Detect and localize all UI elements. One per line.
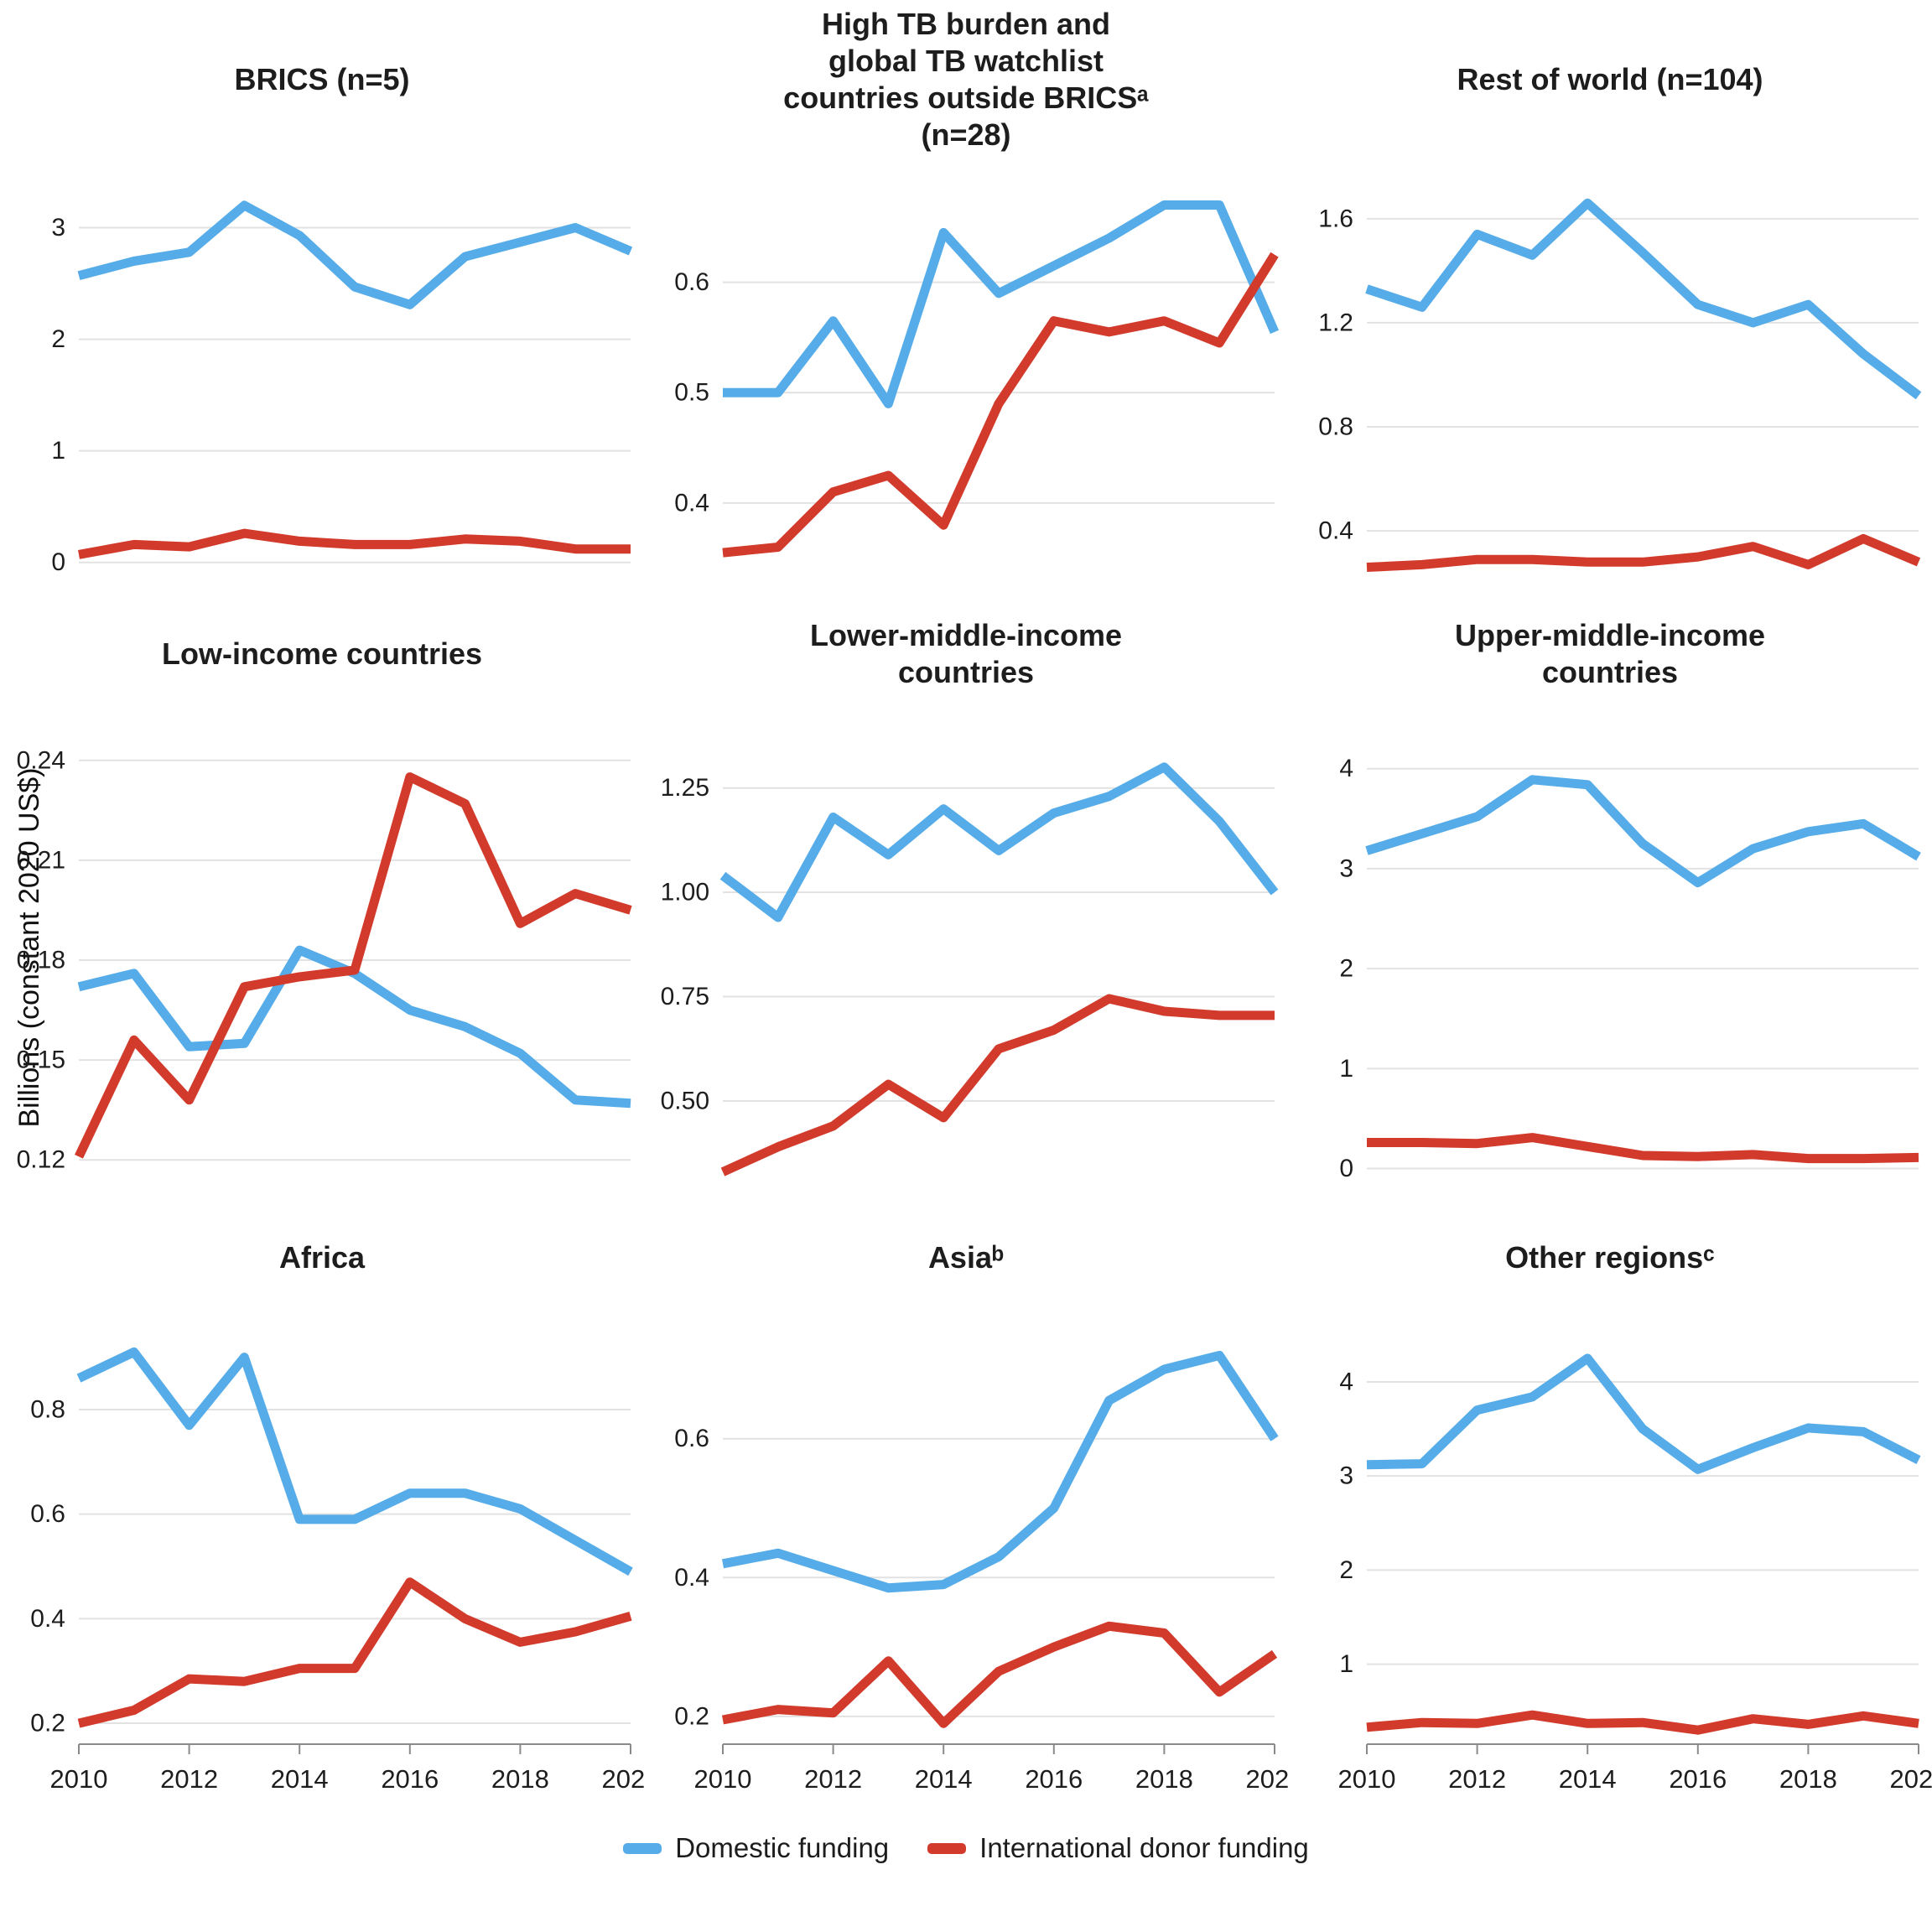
- svg-text:1.25: 1.25: [661, 774, 709, 802]
- svg-text:0: 0: [51, 548, 65, 576]
- panel-title: Other regionsᶜ: [1505, 1240, 1715, 1275]
- svg-text:2014: 2014: [1559, 1764, 1617, 1794]
- legend: Domestic funding International donor fun…: [0, 1832, 1932, 1864]
- svg-text:1: 1: [1339, 1650, 1353, 1678]
- svg-text:0.21: 0.21: [17, 846, 65, 874]
- legend-swatch-domestic: [623, 1842, 662, 1854]
- legend-item-domestic: Domestic funding: [623, 1832, 889, 1864]
- legend-swatch-donor: [927, 1842, 967, 1854]
- svg-text:1.2: 1.2: [1318, 309, 1353, 336]
- panel-grid: BRICS (n=5) 0 1 2 3 High TB burden and glob…: [0, 0, 1932, 1824]
- svg-text:2020: 2020: [1890, 1764, 1932, 1794]
- legend-item-donor: International donor funding: [927, 1832, 1309, 1864]
- legend-label-donor: International donor funding: [979, 1832, 1309, 1863]
- panel-brics: BRICS (n=5) 0 1 2 3: [0, 0, 644, 595]
- svg-text:1.00: 1.00: [661, 879, 709, 906]
- panel-title: Low-income countries: [161, 636, 483, 672]
- svg-text:2018: 2018: [1135, 1764, 1193, 1794]
- svg-text:0.2: 0.2: [30, 1710, 65, 1737]
- svg-text:2018: 2018: [1779, 1764, 1837, 1794]
- panel-title: BRICS (n=5): [234, 62, 410, 97]
- panel-asia: Asiaᵇ 0.2 0.4 0.6 2010 2012 2014 2016 2018 2020: [644, 1208, 1288, 1824]
- svg-text:0.4: 0.4: [1318, 517, 1353, 545]
- svg-text:4: 4: [1339, 755, 1353, 782]
- svg-text:2016: 2016: [1669, 1764, 1727, 1794]
- svg-text:2014: 2014: [915, 1764, 973, 1794]
- svg-text:0.8: 0.8: [1318, 413, 1353, 440]
- svg-text:2: 2: [51, 325, 65, 353]
- svg-text:2020: 2020: [1246, 1764, 1288, 1794]
- panel-title: Asiaᵇ: [927, 1240, 1005, 1275]
- svg-text:2016: 2016: [1025, 1764, 1083, 1794]
- svg-text:0.4: 0.4: [674, 1564, 709, 1592]
- panel-other-regions: Other regionsᶜ 1 2 3 4 2010 2012 2014 2016 2018 2…: [1288, 1208, 1932, 1824]
- svg-text:0.6: 0.6: [30, 1500, 65, 1528]
- svg-text:0.2: 0.2: [674, 1702, 709, 1730]
- line-chart: 0.4 0.8 1.2 1.6: [1318, 198, 1922, 572]
- svg-text:0.50: 0.50: [661, 1087, 709, 1114]
- svg-text:2012: 2012: [160, 1764, 218, 1794]
- svg-text:2010: 2010: [694, 1764, 752, 1794]
- panel-low-income: Low-income countries 0.12 0.15 0.18 0.21 0.2…: [0, 595, 644, 1208]
- svg-text:2: 2: [1339, 1556, 1353, 1584]
- svg-text:0.4: 0.4: [674, 489, 709, 517]
- panel-high-tb-burden: High TB burden and global TB watchlist c…: [644, 0, 1288, 595]
- line-chart: 0 1 2 3: [51, 200, 633, 576]
- svg-text:0.24: 0.24: [17, 746, 65, 774]
- panel-title: High TB burden and global TB watchlist c…: [783, 7, 1149, 152]
- svg-text:1: 1: [1339, 1055, 1353, 1083]
- panel-title: Africa: [278, 1240, 366, 1275]
- svg-text:0.5: 0.5: [674, 379, 709, 407]
- svg-text:2016: 2016: [381, 1764, 439, 1794]
- svg-text:1.6: 1.6: [1318, 205, 1353, 232]
- svg-text:3: 3: [1339, 1462, 1353, 1490]
- panel-title: Rest of world (n=104): [1457, 62, 1763, 97]
- line-chart: 1 2 3 4 2010 2012 2014 2016 2018 2020: [1338, 1353, 1932, 1794]
- line-chart: 0 1 2 3 4: [1339, 755, 1921, 1182]
- line-chart: 0.12 0.15 0.18 0.21 0.24: [17, 746, 632, 1174]
- svg-text:0.8: 0.8: [30, 1395, 65, 1423]
- panel-africa: Africa 0.2 0.4 0.6 0.8 2010 2012 2014 2016 2018 2…: [0, 1208, 644, 1824]
- panel-upper-middle-income: Upper-middle-income countries 0 1 2 3 4: [1288, 595, 1932, 1208]
- panel-title: Upper-middle-income countries: [1454, 618, 1766, 689]
- svg-text:3: 3: [51, 214, 65, 242]
- panel-rest-of-world: Rest of world (n=104) 0.4 0.8 1.2 1.6: [1288, 0, 1932, 595]
- svg-text:0.4: 0.4: [30, 1605, 65, 1633]
- svg-text:2010: 2010: [50, 1764, 108, 1794]
- line-chart: 0.4 0.5 0.6: [674, 200, 1280, 558]
- line-chart: 0.2 0.4 0.6 0.8 2010 2012 2014 2016 2018 2020: [30, 1347, 644, 1794]
- line-chart: 0.50 0.75 1.00 1.25: [661, 762, 1279, 1176]
- svg-text:0.15: 0.15: [17, 1046, 65, 1074]
- svg-text:0.18: 0.18: [17, 947, 65, 974]
- svg-text:2012: 2012: [1448, 1764, 1506, 1794]
- svg-text:2012: 2012: [804, 1764, 862, 1794]
- svg-text:2020: 2020: [602, 1764, 644, 1794]
- panel-title: Lower-middle-income countries: [809, 618, 1123, 689]
- svg-text:0.6: 0.6: [674, 1425, 709, 1452]
- line-chart: 0.2 0.4 0.6 2010 2012 2014 2016 2018 2020: [674, 1350, 1288, 1794]
- svg-text:1: 1: [51, 437, 65, 465]
- svg-text:0: 0: [1339, 1155, 1353, 1182]
- svg-text:0.75: 0.75: [661, 983, 709, 1010]
- panel-lower-middle-income: Lower-middle-income countries 0.50 0.75 1.…: [644, 595, 1288, 1208]
- svg-text:2018: 2018: [491, 1764, 549, 1794]
- svg-text:2: 2: [1339, 955, 1353, 983]
- svg-text:2010: 2010: [1338, 1764, 1396, 1794]
- svg-text:2014: 2014: [271, 1764, 329, 1794]
- svg-text:0.12: 0.12: [17, 1146, 65, 1174]
- svg-text:0.6: 0.6: [674, 268, 709, 296]
- legend-label-domestic: Domestic funding: [675, 1832, 890, 1863]
- svg-text:3: 3: [1339, 854, 1353, 882]
- svg-text:4: 4: [1339, 1368, 1353, 1395]
